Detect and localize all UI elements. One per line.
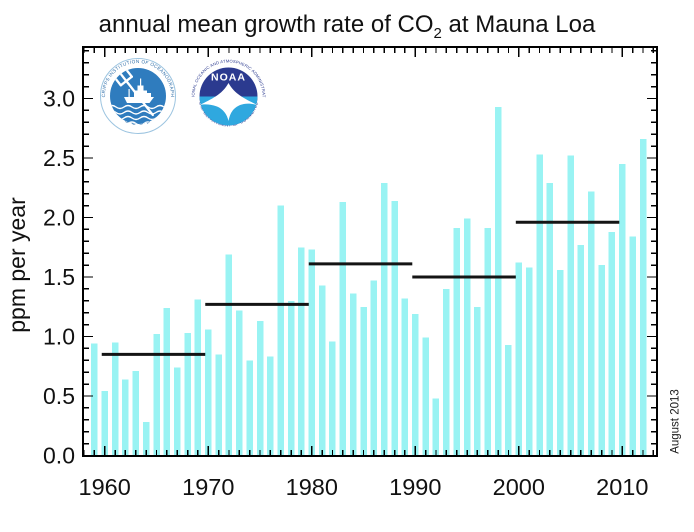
ticks-group bbox=[83, 48, 656, 457]
tick-labels-group: 1960 1970 1980 1990 2000 2010 0.0 0.5 1.0 1.5 2.0 2… bbox=[43, 86, 648, 501]
bar-2009 bbox=[608, 231, 616, 456]
bar-1962 bbox=[122, 379, 129, 456]
ship-icon bbox=[124, 78, 154, 103]
bar-1992 bbox=[432, 398, 440, 456]
seagull-icon bbox=[200, 83, 257, 121]
bar-1994 bbox=[453, 228, 460, 456]
bar-1995 bbox=[463, 218, 471, 456]
bar-2003 bbox=[546, 182, 554, 456]
bar-1993 bbox=[443, 288, 450, 456]
bar-1968 bbox=[184, 332, 191, 456]
bar-1979 bbox=[298, 247, 305, 456]
bar-2001 bbox=[525, 267, 533, 456]
bar-1966 bbox=[163, 307, 171, 456]
bar-1964 bbox=[142, 422, 150, 456]
bar-1982 bbox=[329, 341, 336, 456]
bar-2004 bbox=[556, 269, 564, 456]
trident-icon bbox=[115, 69, 154, 117]
bar-1991 bbox=[422, 337, 429, 456]
bar-1987 bbox=[380, 182, 388, 456]
chart-title-prefix: annual mean growth rate of CO bbox=[98, 11, 434, 38]
bar-1981 bbox=[318, 285, 326, 456]
bar-1960 bbox=[101, 391, 108, 456]
bar-1984 bbox=[349, 293, 357, 456]
y-tick-label-0.0: 0.0 bbox=[43, 443, 75, 469]
bar-1975 bbox=[256, 321, 264, 456]
bar-1978 bbox=[287, 300, 295, 456]
bar-1965 bbox=[153, 334, 160, 456]
bar-2000 bbox=[515, 262, 523, 456]
bar-1977 bbox=[277, 205, 284, 456]
noaa-logo: NATIONAL OCEANIC AND ATMOSPHERIC ADMINIS… bbox=[189, 57, 268, 136]
x-tick-label-1990: 1990 bbox=[389, 474, 441, 500]
bar-1996 bbox=[474, 306, 481, 456]
bar-1980 bbox=[308, 249, 316, 456]
bar-2006 bbox=[577, 244, 585, 456]
chart-title-suffix: at Mauna Loa bbox=[441, 11, 596, 38]
x-tick-label-1980: 1980 bbox=[286, 474, 338, 500]
bar-1967 bbox=[173, 367, 181, 456]
bar-1986 bbox=[370, 280, 378, 456]
chart-title: annual mean growth rate of CO2 at Mauna … bbox=[0, 11, 694, 42]
y-tick-label-0.5: 0.5 bbox=[43, 383, 75, 409]
y-tick-label-2.0: 2.0 bbox=[43, 205, 75, 231]
decadal-mean-lines-group bbox=[101, 220, 620, 356]
chart-title-subscript: 2 bbox=[433, 24, 442, 42]
bar-2008 bbox=[598, 265, 605, 456]
axis-box-group bbox=[82, 46, 658, 457]
bar-1985 bbox=[360, 306, 367, 456]
bar-1998 bbox=[494, 106, 502, 456]
bar-1997 bbox=[484, 228, 491, 456]
bar-1983 bbox=[339, 202, 347, 456]
bar-1969 bbox=[194, 299, 202, 456]
bar-2005 bbox=[567, 155, 574, 456]
bar-2007 bbox=[588, 191, 595, 456]
noaa-logo-wordmark: NOAA bbox=[211, 72, 246, 84]
bar-1973 bbox=[236, 310, 243, 456]
bar-1971 bbox=[215, 354, 222, 456]
bar-1990 bbox=[412, 313, 419, 456]
x-tick-label-1960: 1960 bbox=[79, 474, 131, 500]
bar-1988 bbox=[391, 200, 398, 456]
x-tick-label-2010: 2010 bbox=[596, 474, 648, 500]
bar-1961 bbox=[111, 342, 119, 456]
bar-1976 bbox=[267, 356, 274, 456]
axis-box bbox=[82, 46, 658, 457]
bar-2010 bbox=[619, 163, 626, 456]
bar-1989 bbox=[401, 298, 409, 456]
y-tick-label-3.0: 3.0 bbox=[43, 86, 75, 112]
y-tick-label-1.0: 1.0 bbox=[43, 324, 75, 350]
y-tick-label-2.5: 2.5 bbox=[43, 145, 75, 171]
bar-2011 bbox=[629, 236, 636, 456]
x-tick-label-1970: 1970 bbox=[182, 474, 234, 500]
bar-1963 bbox=[132, 371, 140, 456]
scripps-logo: SCRIPPS INSTITUTION OF OCEANOGRAPHY U C … bbox=[100, 58, 176, 134]
bar-2002 bbox=[536, 154, 543, 456]
bars-group bbox=[91, 106, 647, 456]
x-tick-label-2000: 2000 bbox=[493, 474, 545, 500]
bar-1999 bbox=[505, 344, 512, 456]
bar-1974 bbox=[246, 360, 253, 456]
noaa-logo-art: NOAA bbox=[199, 72, 258, 126]
bar-1970 bbox=[205, 329, 212, 456]
bar-2012 bbox=[639, 138, 647, 456]
y-tick-label-1.5: 1.5 bbox=[43, 264, 75, 290]
bar-1959 bbox=[91, 343, 98, 456]
bar-1972 bbox=[225, 254, 233, 456]
